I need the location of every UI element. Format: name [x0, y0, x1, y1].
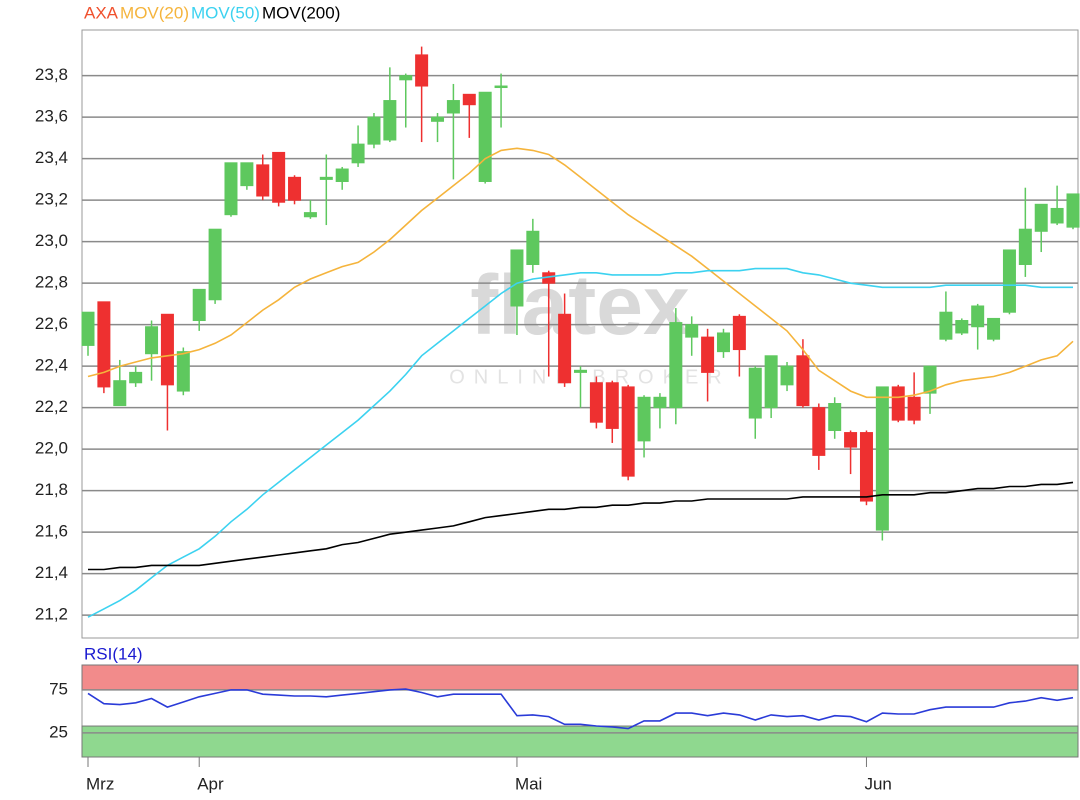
- candle-body: [812, 407, 826, 456]
- candle-body: [955, 320, 969, 334]
- candle-body: [256, 164, 270, 197]
- candle-body: [971, 305, 985, 328]
- y-tick-label: 21,6: [35, 522, 68, 541]
- y-tick-label: 23,0: [35, 231, 68, 250]
- y-tick-label: 21,2: [35, 605, 68, 624]
- candle-body: [796, 355, 810, 407]
- y-tick-label: 21,4: [35, 563, 68, 582]
- y-tick-label: 21,8: [35, 480, 68, 499]
- rsi-zone: [81, 725, 1079, 758]
- candle-body: [939, 311, 953, 340]
- candle-body: [875, 386, 889, 531]
- x-tick-label: Apr: [197, 774, 224, 793]
- candle-body: [1050, 207, 1064, 224]
- candle-body: [462, 93, 476, 106]
- candle-body: [716, 332, 730, 353]
- line-series: [87, 147, 1074, 399]
- candle-body: [113, 380, 127, 407]
- candle-body: [145, 326, 159, 355]
- candle-body: [526, 230, 540, 265]
- candle-body: [415, 54, 429, 87]
- candle-body: [844, 432, 858, 448]
- candle-body: [732, 315, 746, 351]
- candle-body: [605, 382, 619, 429]
- candle-body: [685, 324, 699, 338]
- x-tick-label: Mai: [515, 774, 542, 793]
- candle-body: [446, 100, 460, 114]
- candle-body: [574, 369, 587, 373]
- candle-body: [160, 313, 174, 386]
- y-tick-label: 23,6: [35, 107, 68, 126]
- candle-body: [923, 365, 937, 394]
- candle-body: [558, 313, 572, 384]
- line-series: [88, 481, 1074, 571]
- candle-body: [351, 143, 365, 164]
- legend-entry: MOV(50): [191, 3, 260, 22]
- candle-body: [367, 116, 381, 145]
- candle-body: [891, 386, 905, 421]
- legend-entry: MOV(200): [262, 3, 340, 22]
- candle-body: [288, 176, 302, 201]
- candle-body: [701, 336, 715, 373]
- candle-body: [510, 249, 524, 307]
- rsi-zone: [81, 664, 1079, 691]
- candle-body: [431, 116, 445, 122]
- candle-body: [224, 162, 238, 216]
- candle-body: [1018, 228, 1032, 265]
- candle-body: [208, 228, 222, 301]
- watermark-title: flatex: [470, 258, 690, 352]
- candle-body: [748, 367, 762, 419]
- y-tick-label: 22,8: [35, 273, 68, 292]
- candle-body: [1066, 193, 1080, 228]
- candle-body: [589, 382, 603, 423]
- candle-body: [987, 317, 1001, 340]
- candle-body: [1002, 249, 1016, 313]
- y-tick-label: 22,4: [35, 356, 68, 375]
- candle-body: [494, 85, 508, 89]
- candle-body: [319, 176, 333, 180]
- main-plot-frame: [81, 29, 1079, 639]
- candle-body: [478, 91, 492, 182]
- candle-body: [780, 365, 794, 386]
- candle-body: [303, 212, 317, 218]
- candle-body: [1034, 203, 1048, 232]
- candle-body: [828, 403, 842, 431]
- candle-body: [97, 301, 111, 388]
- x-tick-label: Jun: [864, 774, 891, 793]
- legend-entry: AXA: [84, 3, 119, 22]
- legend-entry: MOV(20): [120, 3, 189, 22]
- line-series: [87, 267, 1073, 618]
- candle-body: [764, 355, 778, 409]
- candle-body: [81, 311, 95, 346]
- y-tick-label: 23,4: [35, 148, 68, 167]
- candle-body: [335, 168, 349, 182]
- y-tick-label: 75: [49, 679, 68, 698]
- candle-body: [272, 151, 286, 203]
- candle-body: [653, 396, 667, 409]
- candle-body: [176, 351, 190, 392]
- watermark-subtitle: ONLINE BROKER: [449, 366, 730, 388]
- rsi-title: RSI(14): [84, 644, 143, 663]
- candle-body: [129, 371, 143, 384]
- y-tick-label: 22,0: [35, 439, 68, 458]
- x-tick-label: Mrz: [86, 774, 114, 793]
- y-tick-label: 25: [49, 722, 68, 741]
- candle-body: [669, 322, 683, 409]
- y-tick-label: 22,6: [35, 314, 68, 333]
- candle-body: [621, 386, 635, 477]
- line-series: [87, 688, 1074, 730]
- y-tick-label: 22,2: [35, 397, 68, 416]
- y-tick-label: 23,2: [35, 190, 68, 209]
- candle-body: [240, 162, 254, 187]
- candle-body: [637, 396, 651, 442]
- candle-body: [859, 432, 873, 502]
- y-tick-label: 23,8: [35, 65, 68, 84]
- candle-body: [192, 288, 206, 322]
- candle-body: [907, 396, 921, 421]
- candle-body: [399, 75, 413, 81]
- candle-body: [383, 100, 397, 141]
